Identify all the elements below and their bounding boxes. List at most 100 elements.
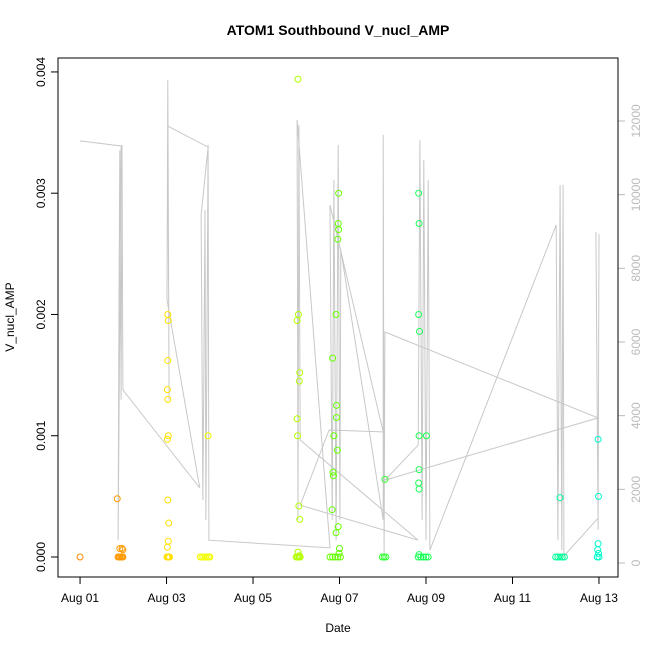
point xyxy=(335,226,343,234)
point xyxy=(164,432,172,440)
y2-tick-label: 0 xyxy=(629,559,643,566)
y2-tick-label: 6000 xyxy=(629,328,643,355)
point xyxy=(556,553,564,561)
point xyxy=(328,506,336,514)
point xyxy=(164,357,172,365)
point xyxy=(329,472,337,480)
point xyxy=(294,75,302,83)
point-layer xyxy=(76,75,603,561)
point xyxy=(595,549,603,557)
y-tick-label: 0.003 xyxy=(34,178,48,208)
point xyxy=(334,235,342,243)
x-tick-label: Aug 09 xyxy=(407,591,445,605)
point xyxy=(204,432,212,440)
point xyxy=(332,414,340,422)
point xyxy=(164,496,172,504)
y2-tick-label: 4000 xyxy=(629,402,643,429)
point xyxy=(424,553,432,561)
point xyxy=(163,543,171,551)
point xyxy=(293,415,301,423)
point xyxy=(415,310,423,318)
point xyxy=(334,523,342,531)
x-tick-label: Aug 11 xyxy=(494,591,531,605)
point xyxy=(296,553,304,561)
point xyxy=(329,468,337,476)
point xyxy=(415,485,423,493)
plot-box xyxy=(57,57,619,578)
point xyxy=(335,189,343,197)
point xyxy=(381,475,389,483)
point xyxy=(333,446,341,454)
point xyxy=(206,553,214,561)
point xyxy=(164,317,172,325)
y-tick-label: 0.002 xyxy=(34,299,48,329)
point xyxy=(331,553,339,561)
x-tick-label: Aug 13 xyxy=(580,591,618,605)
point xyxy=(419,553,427,561)
line xyxy=(80,80,600,558)
point xyxy=(560,553,568,561)
point xyxy=(415,432,423,440)
point xyxy=(163,386,171,394)
y2-tick-label: 8000 xyxy=(629,255,643,282)
point xyxy=(119,553,127,561)
point xyxy=(296,369,304,377)
x-tick-label: Aug 03 xyxy=(148,591,186,605)
point xyxy=(595,492,603,500)
point xyxy=(332,310,340,318)
chart-title: ATOM1 Southbound V_nucl_AMP xyxy=(227,22,450,38)
point xyxy=(166,553,174,561)
point xyxy=(414,553,422,561)
x-tick-label: Aug 01 xyxy=(61,591,99,605)
point xyxy=(594,435,602,443)
point xyxy=(163,435,171,443)
point xyxy=(336,545,344,553)
point xyxy=(295,377,303,385)
point xyxy=(335,549,343,557)
point xyxy=(76,553,84,561)
point xyxy=(165,519,173,527)
point xyxy=(416,327,424,335)
point xyxy=(296,515,304,523)
point xyxy=(295,502,303,510)
point xyxy=(382,553,390,561)
point xyxy=(595,553,603,561)
point xyxy=(415,220,423,228)
y-tick-label: 0.004 xyxy=(34,57,48,87)
x-tick-label: Aug 07 xyxy=(320,591,358,605)
point xyxy=(332,401,340,409)
y2-tick-label: 2000 xyxy=(629,476,643,503)
point xyxy=(329,354,337,362)
y-tick-label: 0.000 xyxy=(34,542,48,572)
point xyxy=(422,553,430,561)
point xyxy=(330,432,338,440)
point xyxy=(417,553,425,561)
point xyxy=(332,529,340,537)
point xyxy=(336,553,344,561)
point xyxy=(113,495,121,503)
point xyxy=(594,546,602,554)
point xyxy=(164,395,172,403)
point xyxy=(118,545,126,553)
x-tick-label: Aug 05 xyxy=(234,591,272,605)
point xyxy=(558,553,566,561)
point xyxy=(422,432,430,440)
y2-tick-label: 10000 xyxy=(629,178,643,212)
line-layer xyxy=(80,80,600,558)
point xyxy=(116,545,124,553)
x-axis-label: Date xyxy=(325,621,351,635)
point xyxy=(329,553,337,561)
point xyxy=(326,553,334,561)
y-axis-label: V_nucl_AMP xyxy=(3,282,17,351)
point xyxy=(294,310,302,318)
point xyxy=(556,494,564,502)
point xyxy=(119,546,127,554)
point xyxy=(415,466,423,474)
y2-tick-label: 12000 xyxy=(629,104,643,138)
point xyxy=(415,189,423,197)
y-tick-label: 0.001 xyxy=(34,420,48,450)
point xyxy=(334,553,342,561)
point xyxy=(294,432,302,440)
